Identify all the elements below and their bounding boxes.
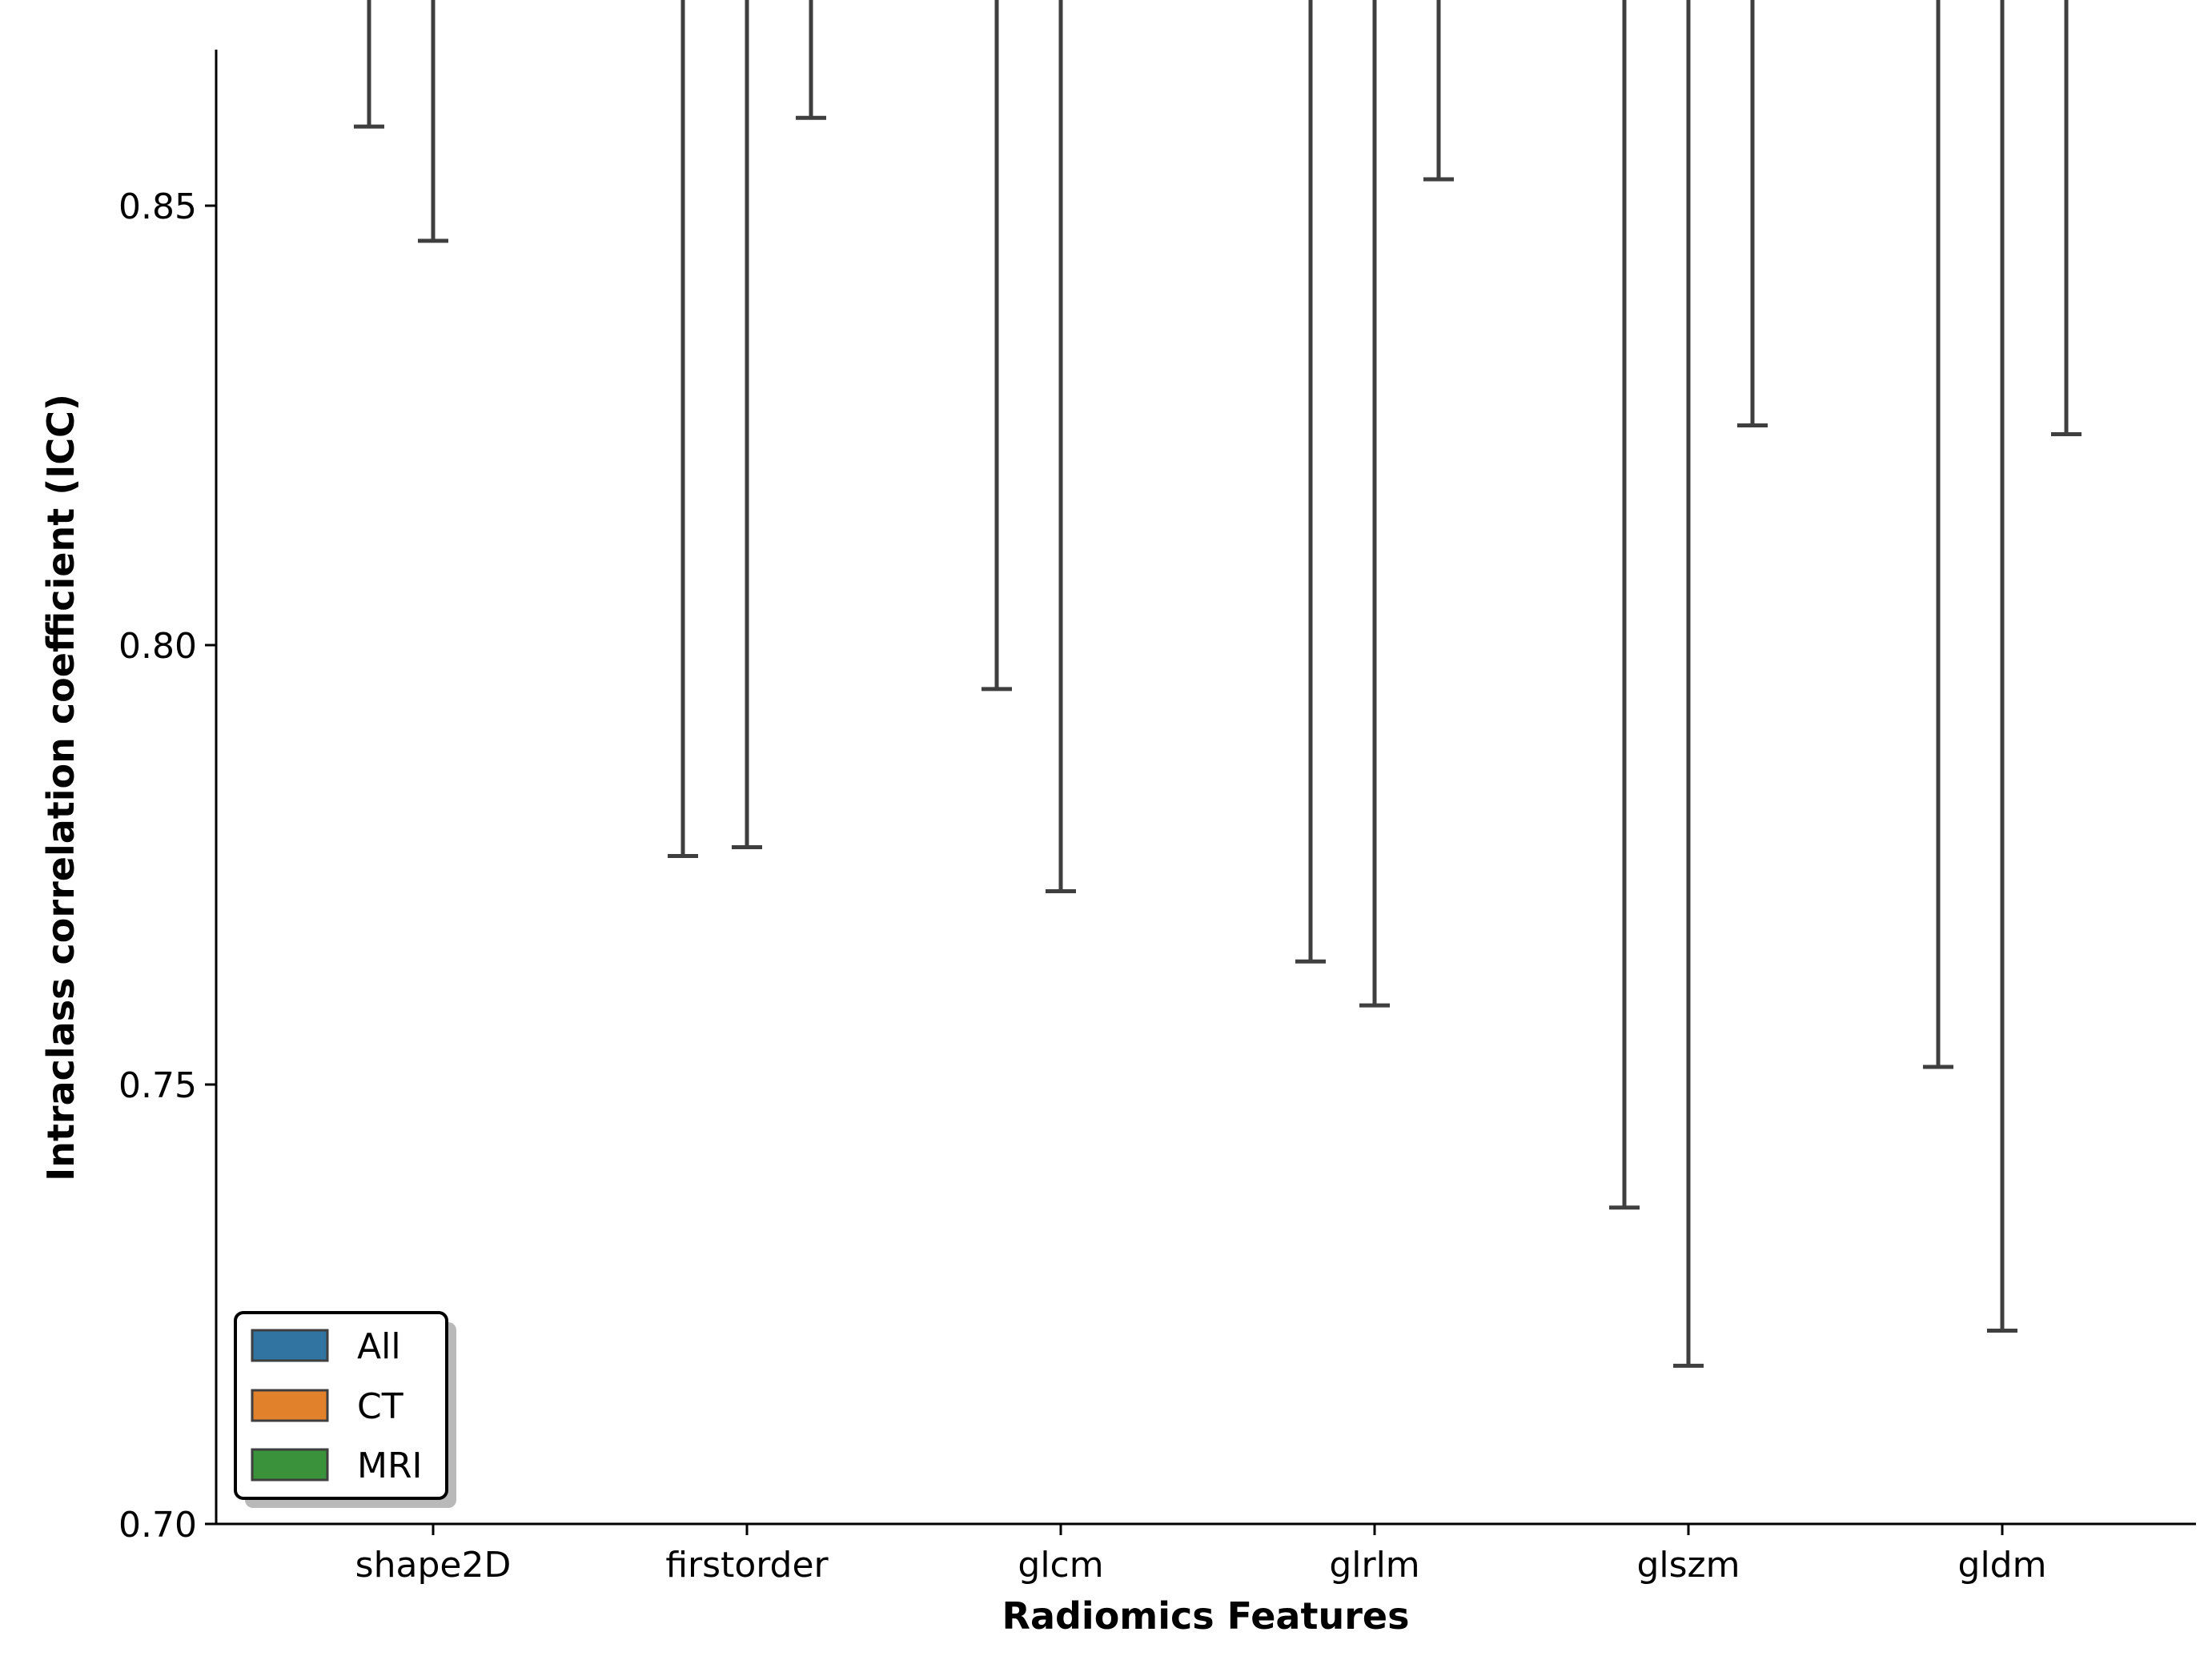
legend-label-mri: MRI [357,1445,423,1486]
box-group [1923,0,1953,1069]
box-group [732,0,762,850]
box-group [1423,0,1454,182]
legend-swatch-all [251,1329,329,1362]
legend-swatch-ct [251,1389,329,1422]
boxes-layer [354,0,2082,1368]
legend-label-ct: CT [357,1386,403,1427]
box-group [1609,0,1640,1210]
box-group [1673,0,1704,1368]
y-tick-label: 0.70 [118,1505,197,1546]
x-axis-title: Radiomics Features [1002,1594,1410,1638]
y-ticks: 0.700.750.800.850.900.951.00 [118,186,216,1546]
x-tick-label: glcm [1018,1545,1103,1586]
y-tick-label: 0.80 [118,626,197,667]
x-tick-label: glszm [1636,1545,1740,1586]
box-group [354,0,384,129]
box-group [1359,0,1390,1008]
legend-label-all: All [357,1326,401,1367]
box-group [1987,0,2017,1333]
box-group [2051,0,2082,436]
box-group [1295,0,1326,964]
box-group [796,0,826,120]
box-group [1737,0,1768,427]
legend: All CT MRI [234,1311,456,1508]
x-tick-label: gldm [1958,1545,2047,1586]
box-group [1046,0,1076,893]
box-group [668,0,698,859]
y-axis-title: Intraclass correlation coefficient (ICC) [39,394,82,1181]
x-tick-label: firstorder [665,1545,829,1586]
x-tick-label: shape2D [355,1545,512,1586]
y-tick-label: 0.85 [118,186,197,227]
box-group [982,0,1012,692]
y-tick-label: 0.75 [118,1065,197,1106]
x-ticks: shape2D firstorder glcm glrlm glszm gldm [355,1524,2047,1586]
box-group [418,0,448,243]
legend-swatch-mri [251,1448,329,1482]
x-tick-label: glrlm [1329,1545,1419,1586]
